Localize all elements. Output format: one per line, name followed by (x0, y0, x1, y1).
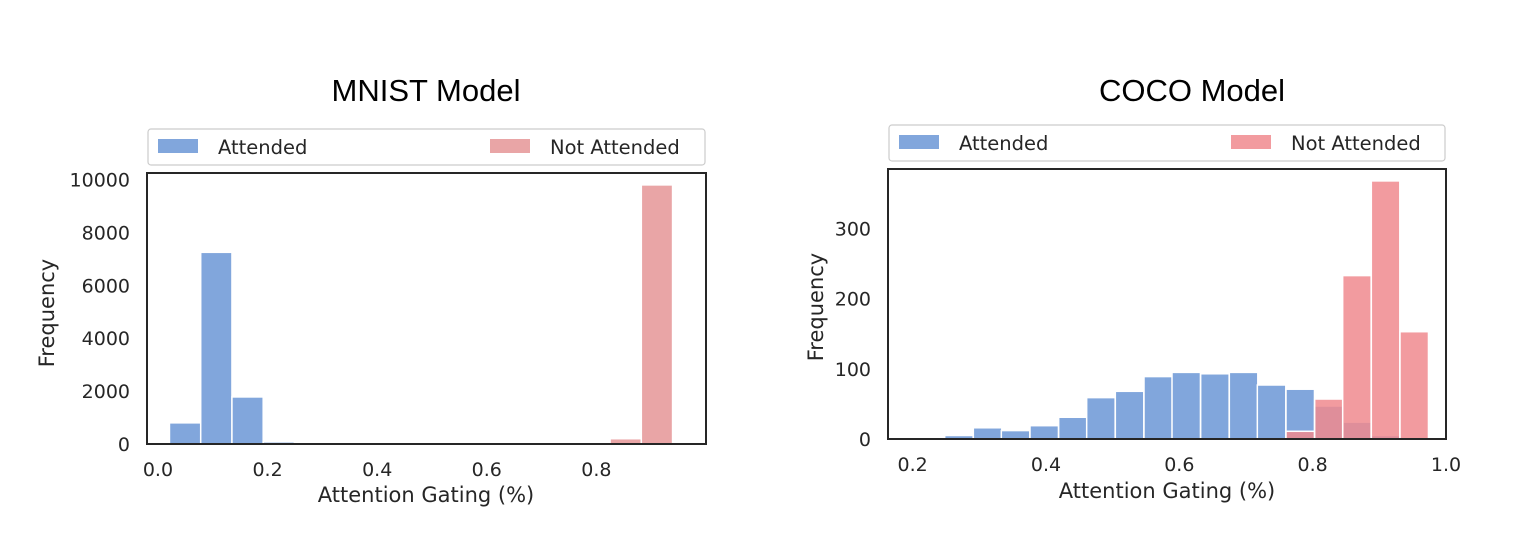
chart-title: COCO Model (1099, 73, 1285, 108)
y-tick-label: 4000 (82, 328, 130, 350)
y-tick-label: 10000 (70, 170, 130, 192)
bar-attended-5 (1057, 416, 1088, 440)
bar-attended-4 (1029, 424, 1060, 440)
x-ticks: 0.2 0.4 0.6 0.8 1.0 (898, 454, 1462, 476)
bar-attended-6 (1085, 396, 1116, 440)
bars (915, 180, 1430, 440)
bar-not-attended-1 (1313, 398, 1344, 440)
x-ticks: 0.0 0.2 0.4 0.6 0.8 (143, 459, 612, 481)
legend-box (147, 128, 706, 166)
y-tick-label: 6000 (82, 275, 130, 297)
x-axis-label: Attention Gating (%) (318, 483, 534, 507)
legend: Attended Not Attended (888, 124, 1446, 162)
bar-attended-9 (1171, 371, 1202, 440)
x-tick-label: 0.6 (472, 459, 502, 481)
coco-panel: COCO Model Attended Not Attended 0.2 0.4 0… (804, 73, 1461, 503)
mnist-panel: MNIST Model Attended Not Attended 0.0 0.2… (35, 73, 707, 507)
bar-attended-12 (1256, 384, 1287, 440)
y-tick-label: 8000 (82, 222, 130, 244)
legend-label-attended: Attended (218, 136, 307, 159)
y-tick-label: 100 (835, 359, 871, 381)
bars (168, 184, 674, 445)
x-tick-label: 0.4 (362, 459, 392, 481)
x-tick-label: 0.2 (252, 459, 282, 481)
legend-swatch-attended (158, 139, 198, 153)
plot-frame (146, 172, 707, 445)
y-axis-label: Frequency (35, 259, 59, 368)
x-tick-label: 0.0 (143, 459, 173, 481)
legend-box (888, 124, 1446, 162)
legend-swatch-not-attended (490, 139, 530, 153)
legend-label-not-attended: Not Attended (550, 136, 680, 159)
plot-frame (887, 168, 1447, 440)
x-tick-label: 0.4 (1031, 454, 1061, 476)
bar-attended-2 (231, 396, 264, 445)
chart-title: MNIST Model (332, 73, 521, 108)
x-tick-label: 0.8 (1298, 454, 1328, 476)
bar-attended-3 (1000, 429, 1031, 440)
legend-swatch-not-attended (1231, 135, 1271, 149)
bar-not-attended-1 (640, 184, 674, 445)
x-tick-label: 0.8 (581, 459, 611, 481)
bar-attended-0 (168, 422, 202, 445)
y-tick-label: 300 (835, 219, 871, 241)
legend-label-attended: Attended (959, 132, 1048, 155)
bar-attended-11 (1228, 371, 1259, 440)
y-tick-label: 0 (859, 429, 871, 451)
y-tick-label: 2000 (82, 381, 130, 403)
bar-attended-1 (199, 251, 233, 445)
y-tick-label: 200 (835, 289, 871, 311)
bar-not-attended-0 (1285, 430, 1316, 440)
bar-attended-2 (972, 427, 1003, 440)
bar-not-attended-2 (1341, 274, 1372, 440)
legend: Attended Not Attended (147, 128, 706, 166)
bar-attended-7 (1114, 390, 1145, 440)
bar-attended-8 (1143, 375, 1174, 440)
bar-attended-10 (1199, 373, 1230, 440)
y-ticks: 0 100 200 300 (835, 219, 871, 451)
y-tick-label: 0 (118, 434, 130, 456)
legend-swatch-attended (899, 135, 939, 149)
bar-not-attended-3 (1370, 180, 1401, 440)
x-axis-label: Attention Gating (%) (1059, 479, 1275, 503)
y-axis-label: Frequency (804, 253, 828, 362)
x-tick-label: 0.2 (898, 454, 928, 476)
bar-not-attended-4 (1399, 330, 1430, 440)
x-tick-label: 1.0 (1431, 454, 1461, 476)
legend-label-not-attended: Not Attended (1291, 132, 1421, 155)
x-tick-label: 0.6 (1164, 454, 1194, 476)
y-ticks: 0 2000 4000 6000 8000 10000 (70, 170, 130, 456)
